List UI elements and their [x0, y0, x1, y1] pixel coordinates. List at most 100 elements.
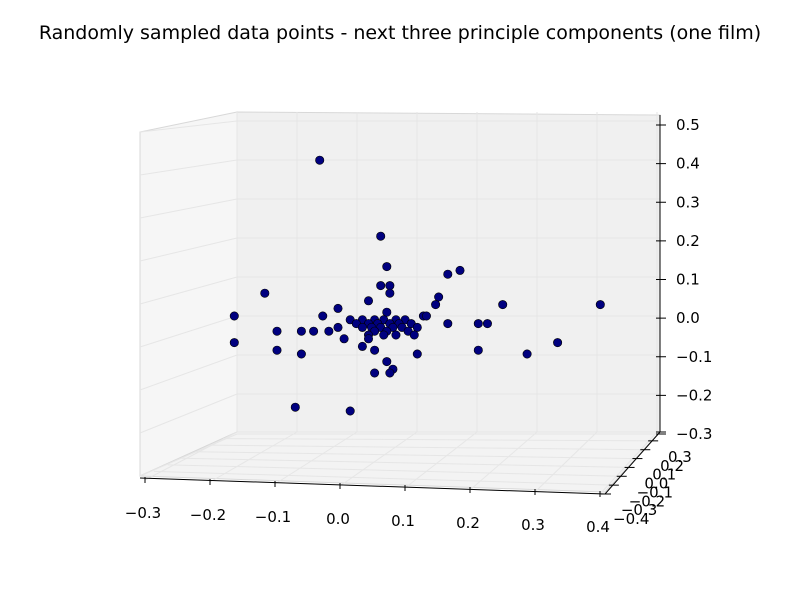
z-tick-label: 0.2 — [676, 232, 700, 250]
y-tick-label: 0.1 — [652, 466, 676, 484]
grid-line-floor-y — [195, 451, 637, 460]
scatter-point — [385, 281, 395, 291]
grid-line-z-left — [139, 159, 238, 176]
z-tick-label: 0.3 — [676, 193, 700, 211]
scatter-point — [272, 326, 282, 336]
z-tick-label: 0.1 — [676, 271, 700, 289]
x-tick-label: −0.1 — [255, 508, 291, 526]
grid-line-z-left — [139, 276, 238, 305]
scatter-point — [376, 281, 386, 291]
scatter-point — [229, 338, 239, 348]
grid-line-floor-y — [181, 457, 629, 468]
y-axis-ticks: −0.4−0.3−0.2−0.10.00.10.20.3 — [601, 431, 692, 528]
grid-line-floor-y — [153, 470, 613, 486]
scatter-point — [229, 311, 239, 321]
scatter-point — [391, 330, 401, 340]
scatter-point — [434, 292, 444, 302]
scatter-point — [522, 349, 532, 359]
scatter-point — [333, 303, 343, 313]
scatter-point — [290, 402, 300, 412]
x-axis-ticks: −0.3 −0.2 −0.1 0.0 0.1 0.2 0.3 0.4 — [125, 477, 610, 536]
grid-line-floor-x — [534, 431, 598, 493]
grid-line-floor-x — [599, 431, 658, 495]
y-tick-label: 0.3 — [668, 448, 692, 466]
y-tick-label: −0.2 — [629, 492, 665, 510]
scatter-points — [229, 155, 605, 416]
grid-line-floor-x — [469, 431, 538, 491]
grid-line-z-left — [139, 198, 238, 219]
scatter-point — [382, 357, 392, 367]
x-axis-line — [139, 477, 606, 495]
scatter-point — [443, 269, 453, 279]
scatter-point — [443, 319, 453, 329]
scatter-point — [272, 345, 282, 355]
scatter-point — [553, 338, 563, 348]
x-tick-label: 0.2 — [456, 514, 480, 532]
grid-line-z-left — [139, 393, 238, 434]
scatter-point — [409, 330, 419, 340]
grid-line-floor-y — [223, 438, 653, 442]
z-tick-label: 0.4 — [676, 155, 700, 173]
x-tick-label: −0.2 — [190, 506, 226, 524]
z-tick-label: 0.5 — [676, 116, 700, 134]
scatter-point — [595, 300, 605, 310]
y-tick-label: 0.0 — [644, 475, 668, 493]
grid-line-floor-y — [167, 464, 621, 477]
grid-line-z-left — [139, 354, 238, 391]
scatter-point — [379, 330, 389, 340]
y-axis-line — [604, 431, 661, 495]
x-tick-label: 0.1 — [391, 512, 415, 530]
scatter-point — [482, 319, 492, 329]
scatter-point — [357, 341, 367, 351]
scatter-point — [431, 300, 441, 310]
scatter-point — [296, 349, 306, 359]
chart-title: Randomly sampled data points - next thre… — [38, 22, 762, 44]
z-axis-ticks: −0.3 −0.2 −0.1 0.0 0.1 0.2 0.3 0.4 0.5 — [656, 116, 712, 443]
scatter-point — [324, 326, 334, 336]
floor-pane — [139, 431, 662, 493]
scatter-point — [357, 322, 367, 332]
x-tick-label: 0.4 — [586, 518, 610, 536]
scatter-point — [473, 345, 483, 355]
scatter-point — [385, 288, 395, 298]
y-tick-label: −0.4 — [613, 510, 649, 528]
z-tick-label: −0.3 — [676, 425, 712, 443]
scatter-point — [421, 311, 431, 321]
scatter-point — [333, 322, 343, 332]
scatter-point — [345, 406, 355, 416]
grid-line-z-left — [139, 237, 238, 262]
grid-line-z-left — [139, 120, 238, 133]
grid-line-z-left — [139, 433, 238, 477]
x-tick-label: −0.3 — [125, 504, 161, 522]
scatter-point — [473, 319, 483, 329]
z-tick-label: 0.0 — [676, 309, 700, 327]
scatter-point — [498, 300, 508, 310]
scatter-point — [296, 326, 306, 336]
scatter-point — [339, 334, 349, 344]
grid-line-z-left — [139, 315, 238, 348]
scatter-point — [412, 322, 422, 332]
scatter-point — [370, 345, 380, 355]
scatter-point — [376, 231, 386, 241]
y-tick-label: −0.3 — [621, 501, 657, 519]
scatter-point — [315, 155, 325, 165]
scatter-point — [318, 311, 328, 321]
scatter-point — [370, 368, 380, 378]
scatter-point — [363, 334, 373, 344]
x-tick-label: 0.3 — [521, 516, 545, 534]
scatter-point — [382, 307, 392, 317]
y-tick-label: −0.1 — [637, 483, 673, 501]
y-tick-label: 0.2 — [660, 457, 684, 475]
scatter-point — [382, 262, 392, 272]
x-tick-label: 0.0 — [326, 510, 350, 528]
grid-line-floor-x — [404, 431, 478, 489]
scatter-point — [385, 368, 395, 378]
scatter-point — [363, 296, 373, 306]
scatter-point — [260, 288, 270, 298]
scatter-point — [455, 265, 465, 275]
z-tick-label: −0.2 — [676, 386, 712, 404]
z-tick-label: −0.1 — [676, 348, 712, 366]
scatter-point — [309, 326, 319, 336]
